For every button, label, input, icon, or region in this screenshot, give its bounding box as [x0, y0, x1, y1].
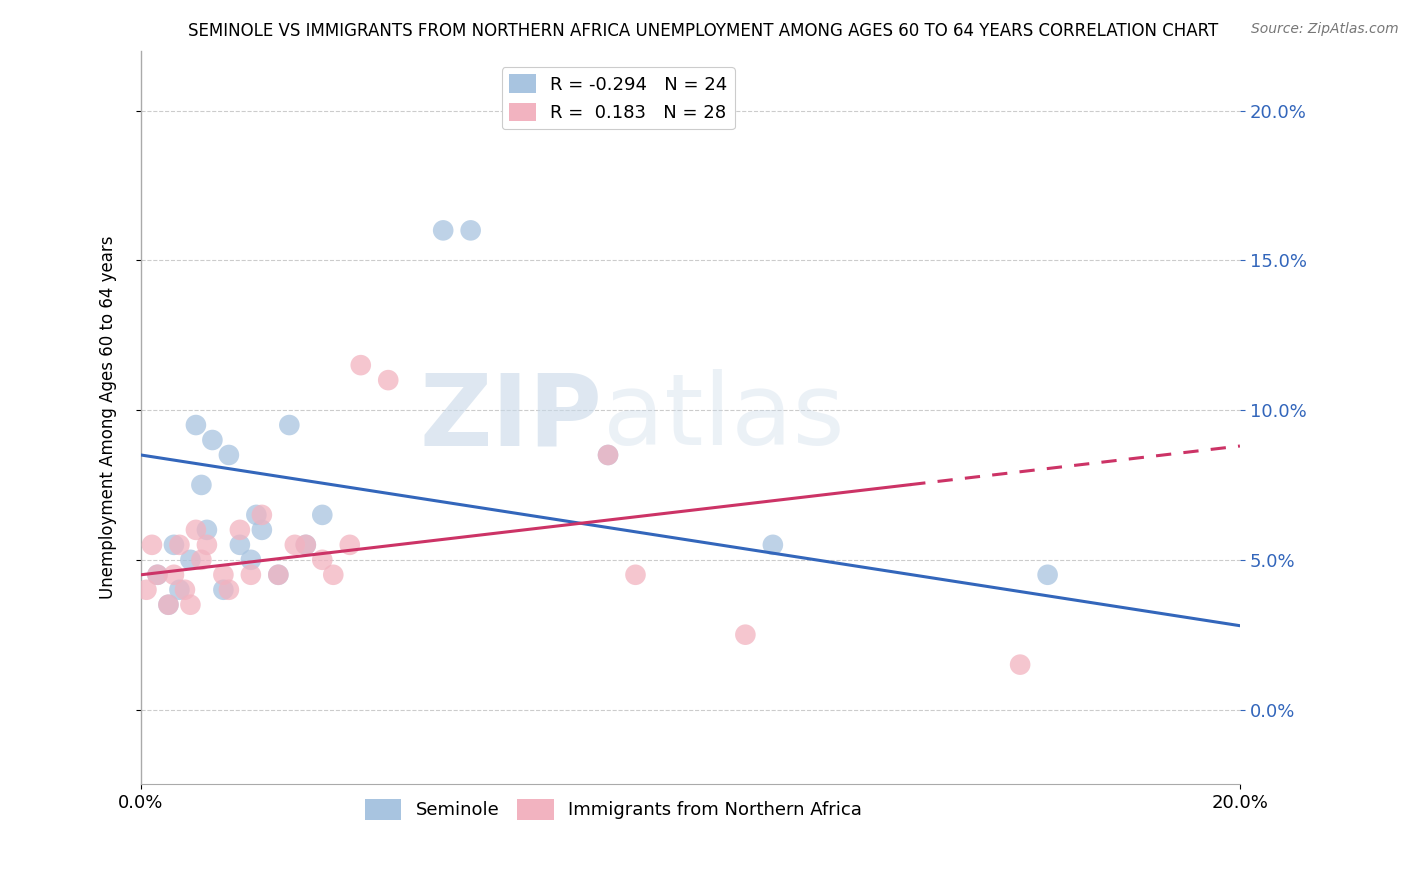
Point — [169, 538, 191, 552]
Point — [169, 582, 191, 597]
Text: Source: ZipAtlas.com: Source: ZipAtlas.com — [1251, 22, 1399, 37]
Point — [157, 598, 180, 612]
Point — [322, 567, 344, 582]
Point — [184, 523, 207, 537]
Point — [163, 567, 186, 582]
Legend: Seminole, Immigrants from Northern Africa: Seminole, Immigrants from Northern Afric… — [359, 791, 869, 827]
Point — [141, 538, 163, 552]
Point — [218, 448, 240, 462]
Point — [163, 538, 186, 552]
Point — [278, 418, 301, 433]
Point — [1010, 657, 1032, 672]
Text: ZIP: ZIP — [419, 369, 603, 466]
Point — [1036, 567, 1059, 582]
Point — [762, 538, 785, 552]
Point — [239, 567, 262, 582]
Point — [624, 567, 647, 582]
Point — [267, 567, 290, 582]
Point — [267, 567, 290, 582]
Point — [212, 582, 235, 597]
Point — [135, 582, 157, 597]
Point — [184, 418, 207, 433]
Point — [146, 567, 169, 582]
Point — [195, 538, 218, 552]
Y-axis label: Unemployment Among Ages 60 to 64 years: Unemployment Among Ages 60 to 64 years — [100, 235, 117, 599]
Point — [157, 598, 180, 612]
Point — [295, 538, 318, 552]
Point — [596, 448, 619, 462]
Point — [250, 508, 273, 522]
Point — [212, 567, 235, 582]
Point — [146, 567, 169, 582]
Point — [218, 582, 240, 597]
Point — [229, 538, 252, 552]
Point — [295, 538, 318, 552]
Point — [179, 598, 201, 612]
Point — [190, 553, 212, 567]
Point — [174, 582, 197, 597]
Point — [190, 478, 212, 492]
Text: atlas: atlas — [603, 369, 844, 466]
Point — [239, 553, 262, 567]
Point — [460, 223, 482, 237]
Point — [250, 523, 273, 537]
Point — [229, 523, 252, 537]
Point — [201, 433, 224, 447]
Point — [245, 508, 267, 522]
Point — [195, 523, 218, 537]
Point — [596, 448, 619, 462]
Point — [350, 358, 373, 372]
Point — [179, 553, 201, 567]
Point — [339, 538, 361, 552]
Point — [311, 553, 333, 567]
Point — [734, 628, 756, 642]
Point — [284, 538, 307, 552]
Point — [311, 508, 333, 522]
Text: SEMINOLE VS IMMIGRANTS FROM NORTHERN AFRICA UNEMPLOYMENT AMONG AGES 60 TO 64 YEA: SEMINOLE VS IMMIGRANTS FROM NORTHERN AFR… — [188, 22, 1218, 40]
Point — [432, 223, 454, 237]
Point — [377, 373, 399, 387]
